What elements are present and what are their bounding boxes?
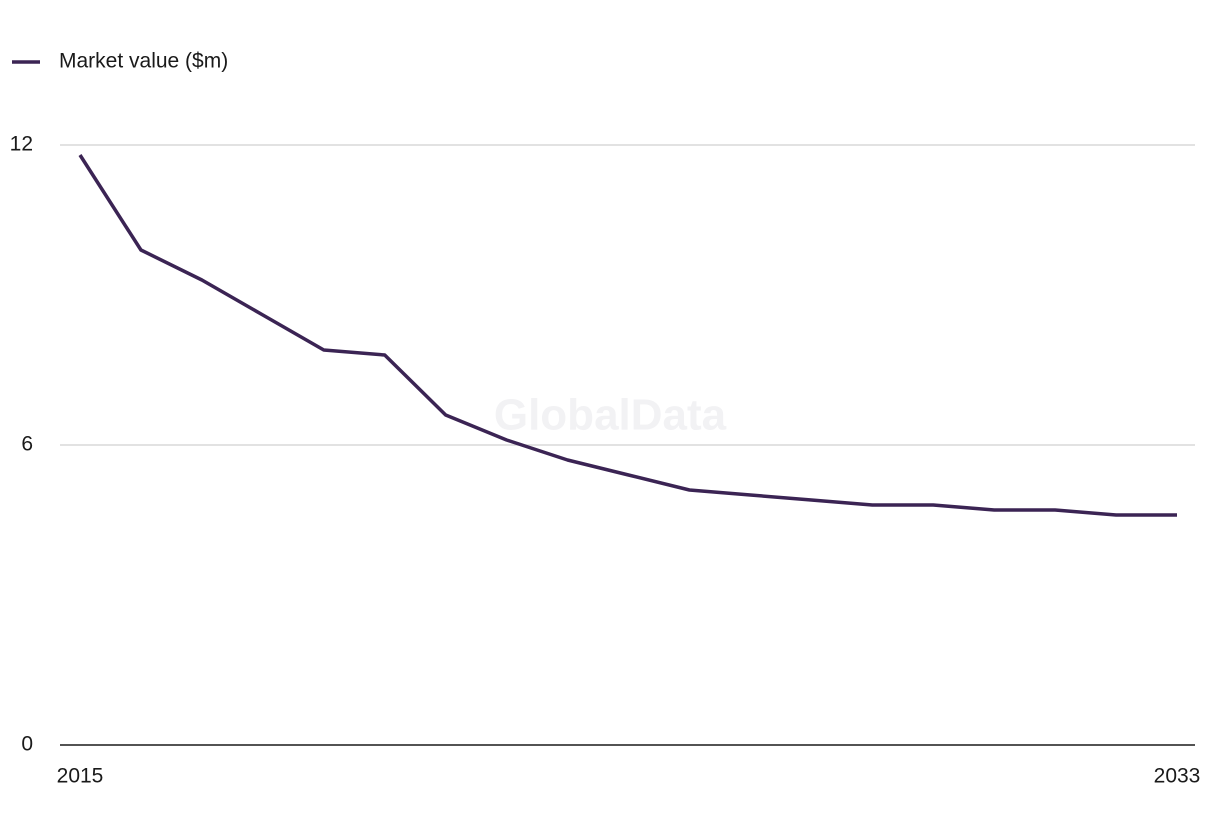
y-tick-label: 12 — [10, 133, 33, 156]
watermark: GlobalData — [494, 391, 727, 440]
y-tick-label: 0 — [21, 733, 33, 756]
line-series — [78, 154, 1177, 517]
y-tick-label: 6 — [21, 433, 33, 456]
legend-label: Market value ($m) — [59, 50, 228, 73]
x-tick-label: 2033 — [1154, 765, 1201, 788]
x-tick-label: 2015 — [57, 765, 104, 788]
